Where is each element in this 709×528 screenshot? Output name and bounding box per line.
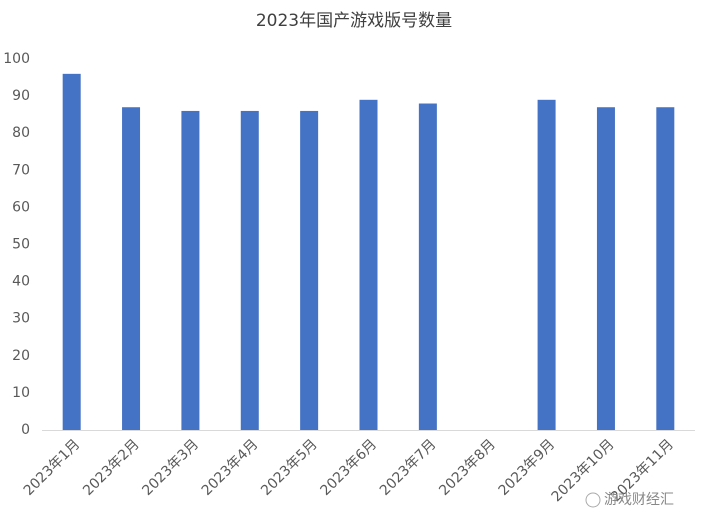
y-tick-label: 70: [12, 162, 30, 178]
x-tick-label: 2023年1月: [21, 436, 84, 499]
bar: [240, 110, 259, 430]
bar: [418, 103, 437, 431]
chart-title: 2023年国产游戏版号数量: [256, 11, 452, 31]
bar: [537, 99, 556, 430]
bar: [359, 99, 378, 430]
y-tick-label: 80: [12, 125, 30, 141]
bar: [181, 110, 200, 430]
x-tick-label: 2023年8月: [436, 436, 499, 499]
y-tick-label: 50: [12, 237, 30, 253]
y-tick-label: 90: [12, 88, 30, 104]
bar: [62, 73, 81, 430]
y-tick-label: 20: [12, 348, 30, 364]
y-tick-label: 0: [21, 422, 30, 438]
y-tick-label: 40: [12, 274, 30, 290]
x-tick-label: 2023年6月: [318, 436, 381, 499]
watermark: 游戏财经汇: [604, 492, 674, 508]
x-tick-label: 2023年5月: [258, 436, 321, 499]
x-tick-label: 2023年3月: [139, 436, 202, 499]
y-tick-label: 60: [12, 199, 30, 215]
watermark-icon: [585, 492, 601, 508]
x-tick-label: 2023年7月: [377, 436, 440, 499]
bar: [122, 107, 141, 430]
x-tick-label: 2023年4月: [199, 436, 262, 499]
y-tick-label: 100: [3, 51, 30, 67]
bar: [656, 107, 675, 430]
y-tick-label: 10: [12, 385, 30, 401]
y-tick-label: 30: [12, 311, 30, 327]
x-tick-label: 2023年2月: [80, 436, 143, 499]
bar: [300, 110, 319, 430]
x-tick-label: 2023年9月: [496, 436, 559, 499]
bar: [596, 107, 615, 430]
